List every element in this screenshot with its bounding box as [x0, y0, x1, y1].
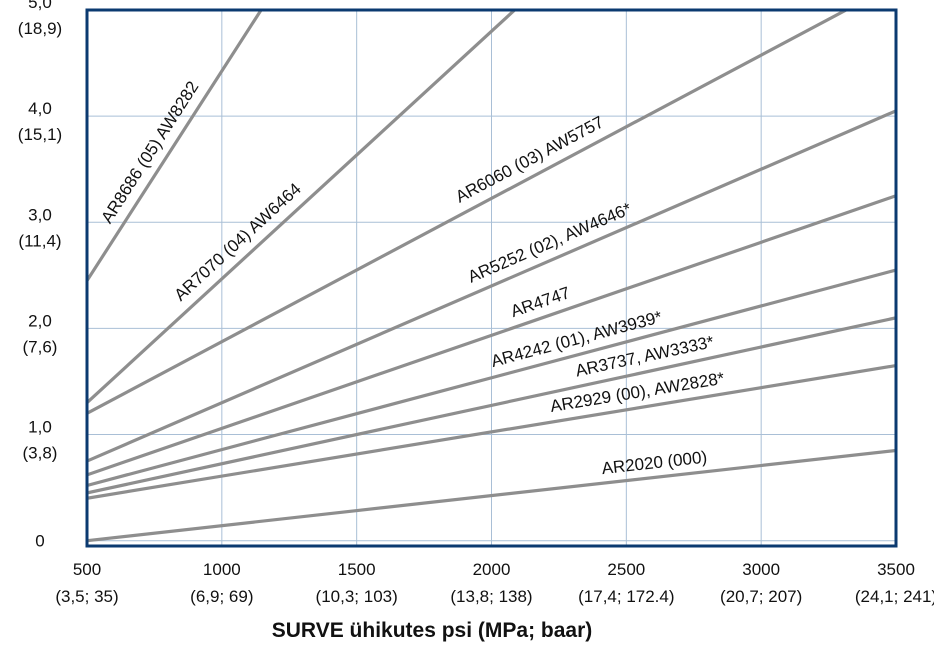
series-lines	[87, 10, 896, 543]
x-tick-label: 3500	[877, 560, 915, 579]
series-line-9	[87, 10, 263, 282]
series-label-9: AR8686 (05) AW8282	[97, 78, 202, 227]
y-tick-label: 2,0	[28, 311, 52, 330]
y-tick-label: 0	[35, 532, 44, 551]
y-tick-label: 5,0	[28, 0, 52, 12]
series-labels: AR2020 (000)AR2929 (00), AW2828*AR3737, …	[97, 78, 726, 478]
series-line-2	[87, 363, 896, 500]
series-line-7	[87, 10, 850, 415]
x-tick-label: 1000	[203, 560, 241, 579]
y-tick-sublabel: (7,6)	[23, 337, 58, 356]
series-line-3	[87, 316, 896, 495]
x-tick-sublabel: (3,5; 35)	[55, 587, 118, 606]
series-line-6	[87, 109, 896, 463]
series-label-6: AR5252 (02), AW4646*	[465, 199, 634, 287]
series-label-5: AR4747	[508, 283, 572, 321]
x-tick-label: 3000	[742, 560, 780, 579]
x-tick-sublabel: (6,9; 69)	[190, 587, 253, 606]
series-label-7: AR6060 (03) AW5757	[452, 112, 606, 206]
x-tick-label: 2000	[473, 560, 511, 579]
series-line-4	[87, 268, 896, 488]
series-line-1	[87, 448, 896, 543]
x-tick-label: 500	[73, 560, 101, 579]
x-tick-sublabel: (20,7; 207)	[720, 587, 802, 606]
x-tick-sublabel: (13,8; 138)	[450, 587, 532, 606]
x-tick-sublabel: (10,3; 103)	[316, 587, 398, 606]
y-tick-label: 1,0	[28, 418, 52, 437]
y-tick-sublabel: (11,4)	[18, 231, 61, 250]
grid-lines	[87, 10, 896, 546]
series-line-8	[87, 10, 517, 404]
series-line-5	[87, 194, 896, 477]
x-tick-label: 1500	[338, 560, 376, 579]
y-tick-sublabel: (18,9)	[18, 19, 62, 38]
y-tick-label: 3,0	[28, 205, 52, 224]
x-tick-sublabel: (17,4; 172.4)	[578, 587, 674, 606]
x-axis-ticks: 500 (3,5; 35) 1000 (6,9; 69) 1500 (10,3; 103)…	[55, 560, 934, 606]
y-axis-ticks: 0 1,0 (3,8) 2,0 (7,6) 3,0 (11,4) 4,0 (15,1) 5,0 (1…	[18, 0, 62, 551]
x-tick-sublabel: (24,1; 241)	[855, 587, 934, 606]
y-tick-label: 4,0	[28, 99, 52, 118]
plot-frame	[85, 8, 898, 548]
y-tick-sublabel: (3,8)	[23, 444, 58, 463]
series-label-8: AR7070 (04) AW6464	[171, 179, 305, 304]
x-tick-label: 2500	[607, 560, 645, 579]
y-tick-sublabel: (15,1)	[18, 125, 62, 144]
x-axis-title: SURVE ühikutes psi (MPa; baar)	[272, 619, 593, 642]
